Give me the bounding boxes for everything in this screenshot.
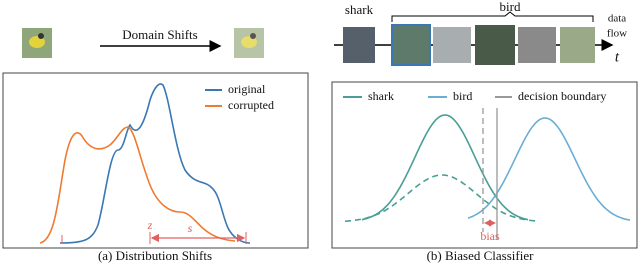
original-curve	[59, 83, 251, 244]
time-label: t	[615, 49, 620, 65]
caption: (b) Biased Classifier	[427, 248, 535, 263]
image-strip	[343, 24, 595, 66]
brace	[391, 11, 594, 22]
corrupted-curve	[39, 126, 236, 244]
shark-biased-curve	[344, 174, 540, 222]
shark-curve	[361, 114, 529, 221]
flow-label: data	[608, 13, 626, 25]
panel-frame	[2, 72, 309, 249]
bird-curve	[467, 117, 631, 221]
arrow-label: Domain Shifts	[122, 27, 197, 42]
legend-label: bird	[453, 89, 472, 103]
group-label: shark	[345, 2, 374, 17]
group-label: bird	[500, 0, 521, 14]
bird-image	[22, 28, 52, 58]
legend-label: original	[228, 82, 266, 96]
legend-label: shark	[368, 89, 394, 103]
flow-label: flow	[607, 28, 627, 40]
annotation: z	[147, 218, 153, 232]
bird-image-shifted	[234, 28, 264, 58]
annotation: s	[188, 221, 193, 235]
annotation: bias	[480, 229, 500, 243]
legend-label: decision boundary	[518, 89, 606, 103]
caption: (a) Distribution Shifts	[98, 248, 212, 263]
panel-frame	[331, 81, 638, 249]
legend-label: corrupted	[228, 98, 274, 112]
